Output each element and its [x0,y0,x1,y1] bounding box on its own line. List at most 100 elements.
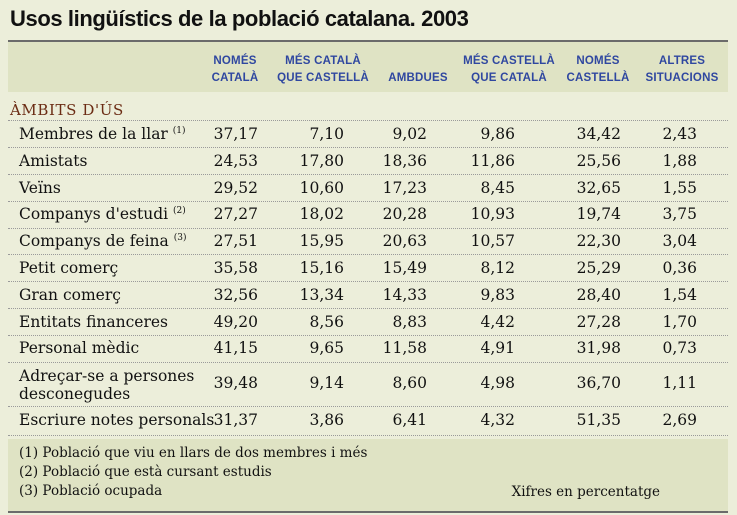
table-cell: 1,88 [662,152,697,170]
column-header-line: MÉS CATALÀ [285,55,361,67]
table-cell: 31,98 [576,339,621,357]
table-cell: 18,02 [299,205,344,223]
row-label: Personal mèdic [19,339,139,357]
table-cell: 25,29 [576,259,621,277]
column-header-band: NOMÉS CATALÀ MÉS CATALÀ QUE CASTELLÀ AMB… [8,42,728,92]
table-cell: 1,54 [662,286,697,304]
footnote-marker: (1) [172,126,186,136]
table-cell: 36,70 [576,374,621,392]
row-label-text: Amistats [19,152,88,170]
row-divider [8,406,728,407]
row-label: Petit comerç [19,259,118,277]
table-cell: 17,80 [299,152,344,170]
column-header-altres: ALTRES SITUACIONS [636,53,728,87]
table-cell: 7,10 [309,125,344,143]
table-cell: 17,23 [382,179,427,197]
table-cell: 9,14 [309,374,344,392]
table-cell: 22,30 [576,232,621,250]
table-title: Usos lingüístics de la població catalana… [10,6,469,31]
table-cell: 1,55 [662,179,697,197]
table-cell: 35,58 [213,259,258,277]
row-divider [8,228,728,229]
row-divider [8,362,728,363]
footnote-3: (3) Població ocupada [19,483,163,499]
table-cell: 4,98 [480,374,515,392]
table-cell: 4,91 [480,339,515,357]
table-cell: 13,34 [299,286,344,304]
table-cell: 4,32 [480,411,515,429]
row-label: Gran comerç [19,286,121,304]
top-rule [8,40,728,42]
table-cell: 51,35 [576,411,621,429]
column-header-line: AMBDUES [388,72,448,84]
row-label: Companys de feina (3) [19,232,186,250]
row-label-text: Adreçar-se a persones [19,367,195,385]
column-header-line: CATALÀ [211,72,259,84]
row-label-text: Entitats financeres [19,313,168,331]
table-cell: 28,40 [576,286,621,304]
section-divider [8,120,728,121]
table-cell: 11,58 [382,339,427,357]
table-cell: 10,60 [299,179,344,197]
table-cell: 3,04 [662,232,697,250]
row-label-text-line2: desconegudes [19,385,131,403]
table-cell: 1,70 [662,313,697,331]
row-label-text: Veïns [19,179,61,197]
row-label: Entitats financeres [19,313,168,331]
unit-note: Xifres en percentatge [511,484,660,500]
row-label-text: Petit comerç [19,259,119,277]
row-divider [8,147,728,148]
row-divider [8,335,728,336]
column-header-nomes-castella: NOMÉS CASTELLÀ [558,53,638,87]
table-cell: 9,83 [480,286,515,304]
column-header-mes-catala: MÉS CATALÀ QUE CASTELLÀ [268,53,378,87]
table-cell: 2,43 [662,125,697,143]
column-header-line: SITUACIONS [645,72,719,84]
table-cell: 37,17 [213,125,258,143]
row-divider [8,174,728,175]
table-cell: 29,52 [213,179,258,197]
column-header-line: ALTRES [658,55,706,67]
table-cell: 27,28 [576,313,621,331]
row-label: Amistats [19,152,87,170]
table-cell: 25,56 [576,152,621,170]
row-label: Membres de la llar (1) [19,125,186,143]
column-header-line: MÉS CASTELLÀ [463,55,555,67]
table-cell: 32,56 [213,286,258,304]
row-divider [8,308,728,309]
table-cell: 3,86 [309,411,344,429]
row-label: Companys d'estudi (2) [19,205,186,223]
row-label-text: Companys de feina [19,232,169,250]
footnote-1: (1) Població que viu en llars de dos mem… [19,445,368,461]
column-header-mes-castella: MÉS CASTELLÀ QUE CATALÀ [454,53,564,87]
footnote-marker: (3) [173,233,187,243]
column-header-line: CASTELLÀ [566,72,630,84]
row-divider [8,254,728,255]
table-cell: 49,20 [213,313,258,331]
table-cell: 41,15 [213,339,258,357]
table-cell: 18,36 [382,152,427,170]
table-cell: 15,95 [299,232,344,250]
column-header-line: QUE CATALÀ [471,72,547,84]
table-cell: 10,57 [470,232,515,250]
table-cell: 14,33 [382,286,427,304]
column-header-line: NOMÉS [213,55,257,67]
column-header-line [378,53,458,70]
row-label-text: Companys d'estudi [19,205,169,223]
table-cell: 8,60 [392,374,427,392]
row-divider [8,281,728,282]
bottom-rule [8,511,728,513]
row-divider [8,201,728,202]
table-cell: 0,36 [662,259,697,277]
table-cell: 4,42 [480,313,515,331]
table-cell: 8,45 [480,179,515,197]
row-label-text: Personal mèdic [19,339,140,357]
column-header-line: QUE CASTELLÀ [277,72,369,84]
table-cell: 20,28 [382,205,427,223]
footnote-band: (1) Població que viu en llars de dos mem… [8,439,728,511]
table-cell: 11,86 [470,152,515,170]
table-cell: 31,37 [213,411,258,429]
table-cell: 9,86 [480,125,515,143]
column-header-nomes-catala: NOMÉS CATALÀ [195,53,275,87]
table-cell: 24,53 [213,152,258,170]
